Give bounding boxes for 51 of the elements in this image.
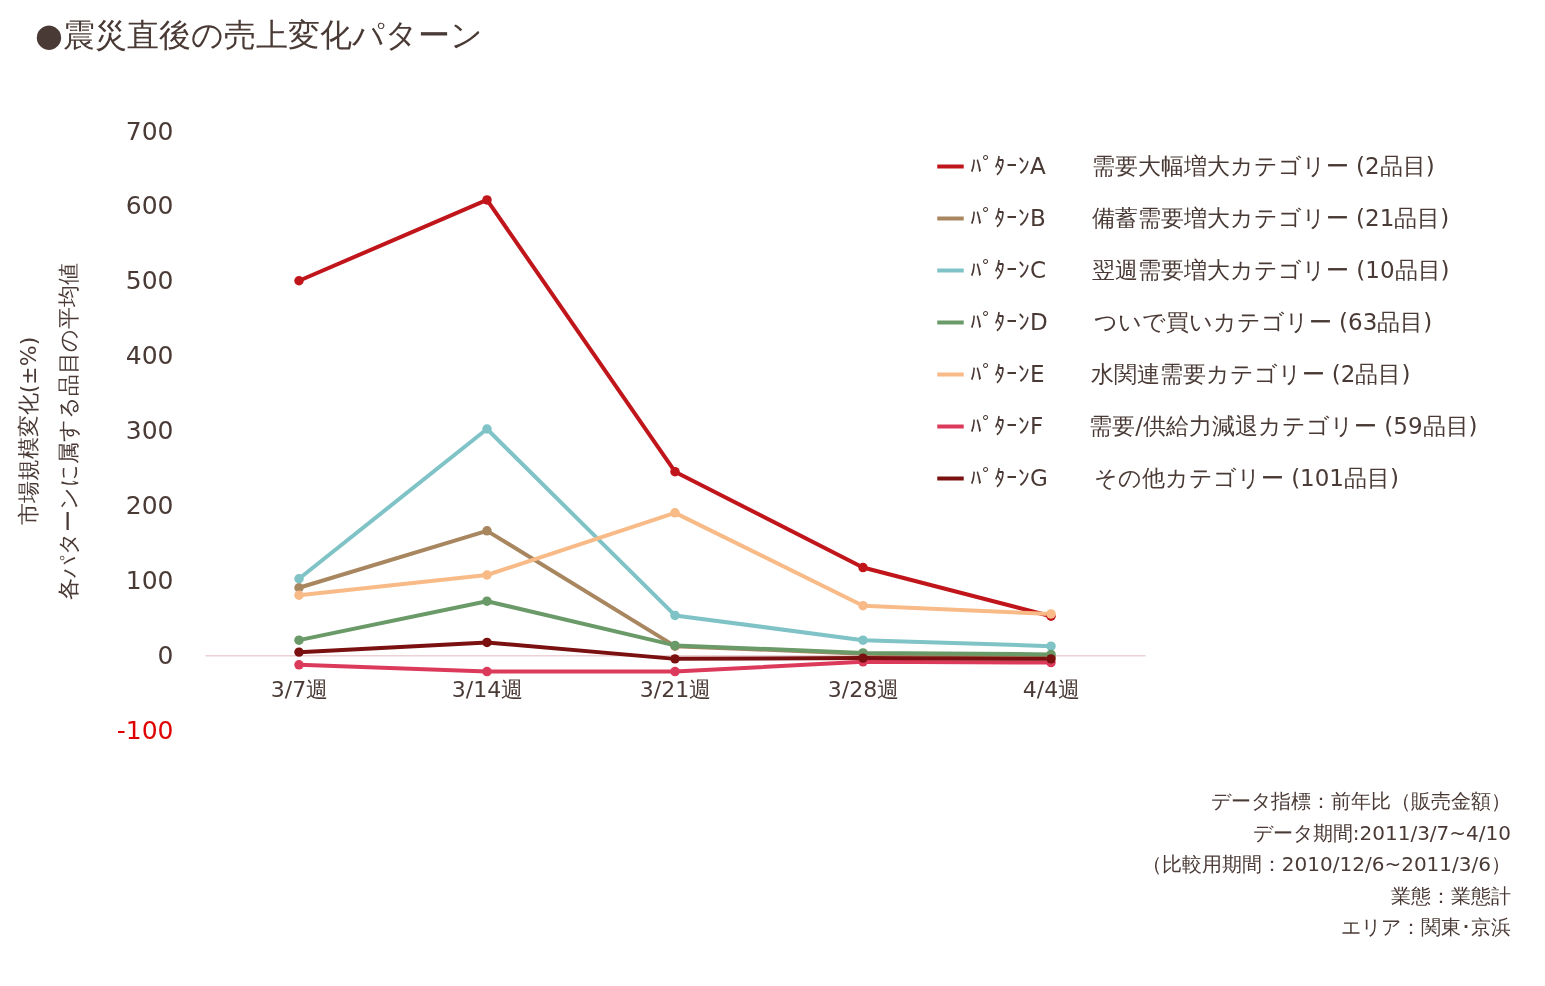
x-tick-label: 3/7週 xyxy=(270,676,329,702)
point xyxy=(670,508,680,518)
x-tick-label: 3/14週 xyxy=(451,676,524,702)
point xyxy=(670,610,680,621)
point xyxy=(1046,641,1056,651)
chart-title: ●震災直後の売上変化パターン xyxy=(35,15,483,56)
x-tick-label: 4/4週 xyxy=(1022,676,1081,702)
y-tick-label: 100 xyxy=(125,565,174,595)
point xyxy=(670,466,680,477)
text: データ指標：前年比（販売金額） xyxy=(1210,788,1511,815)
y-tick-label: 600 xyxy=(125,191,174,221)
legend-label: ﾊﾟﾀｰﾝF 需要/供給力減退カテゴリー (59品目) xyxy=(970,412,1478,439)
point xyxy=(482,526,492,536)
legend-label: ﾊﾟﾀｰﾝD ついで買いカテゴリー (63品目) xyxy=(970,308,1433,335)
point xyxy=(294,660,304,670)
y-tick-label: 700 xyxy=(125,116,174,146)
point xyxy=(482,596,492,606)
point xyxy=(294,635,304,645)
point xyxy=(858,653,868,663)
x-tick-label: 3/21週 xyxy=(639,676,712,702)
y-tick-label: 200 xyxy=(125,490,174,520)
text: 業態：業態計 xyxy=(1390,882,1511,910)
point xyxy=(482,195,492,205)
point xyxy=(858,600,868,611)
point xyxy=(294,574,304,584)
text: データ期間:2011/3/7~4/10 xyxy=(1251,819,1511,847)
point xyxy=(670,654,680,664)
legend-label: ﾊﾟﾀｰﾝG その他カテゴリー (101品目) xyxy=(970,464,1399,491)
y-tick-label: 500 xyxy=(125,266,174,296)
y-tick-label: -100 xyxy=(116,715,174,745)
point xyxy=(482,424,492,434)
point xyxy=(858,562,868,573)
point xyxy=(482,637,492,648)
point xyxy=(858,635,868,645)
point xyxy=(482,666,492,677)
point xyxy=(670,666,680,677)
text: エリア：関東･京浜 xyxy=(1340,914,1511,941)
point xyxy=(294,276,304,286)
legend-label: ﾊﾟﾀｰﾝA 需要大幅増大カテゴリー (2品目) xyxy=(970,152,1435,179)
legend-label: ﾊﾟﾀｰﾝB 備蓄需要増大カテゴリー (21品目) xyxy=(970,204,1450,231)
y-tick-label: 0 xyxy=(157,640,174,670)
text: （比較用期間：2010/12/6~2011/3/6） xyxy=(1141,851,1511,878)
y-tick-label: 400 xyxy=(125,341,174,371)
point xyxy=(294,647,304,657)
legend-label: ﾊﾟﾀｰﾝC 翌週需要増大カテゴリー (10品目) xyxy=(970,256,1450,283)
point xyxy=(482,570,492,580)
point xyxy=(294,590,304,600)
y-axis-title: 市場規模変化(±%) 各パターンに属する品目の平均値 xyxy=(15,262,81,600)
y-tick-label: 300 xyxy=(125,416,174,445)
x-tick-label: 3/28週 xyxy=(827,676,900,702)
legend-label: ﾊﾟﾀｰﾝE 水関連需要カテゴリー (2品目) xyxy=(970,360,1411,387)
